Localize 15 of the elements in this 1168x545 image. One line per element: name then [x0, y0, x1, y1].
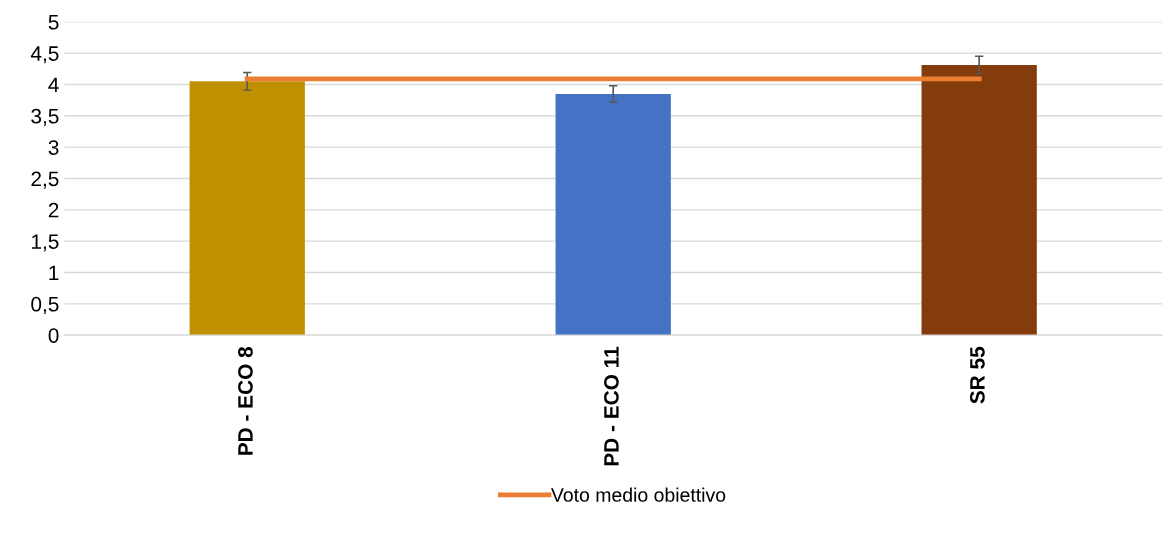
y-tick-label: 1,5: [32, 234, 59, 252]
y-tick-label: 0,5: [31, 296, 59, 315]
y-tick-label: 5: [48, 15, 59, 30]
y-tick-label: 2,5: [31, 171, 59, 189]
x-tick-label: PD - ECO 11: [604, 346, 619, 466]
x-tick-label: SR 55: [970, 346, 985, 404]
y-tick-label: 1: [49, 265, 59, 281]
y-tick-label: 3,5: [31, 108, 59, 127]
y-tick-label: 2: [48, 202, 59, 218]
y-tick-label: 4: [48, 77, 59, 93]
legend-label: Voto medio obiettivo: [551, 487, 726, 502]
x-tick-label: PD - ECO 8: [238, 346, 253, 455]
y-tick-label: 3: [48, 140, 59, 155]
y-tick-label: 4,5: [30, 46, 59, 64]
y-tick-label: 0: [48, 328, 59, 343]
